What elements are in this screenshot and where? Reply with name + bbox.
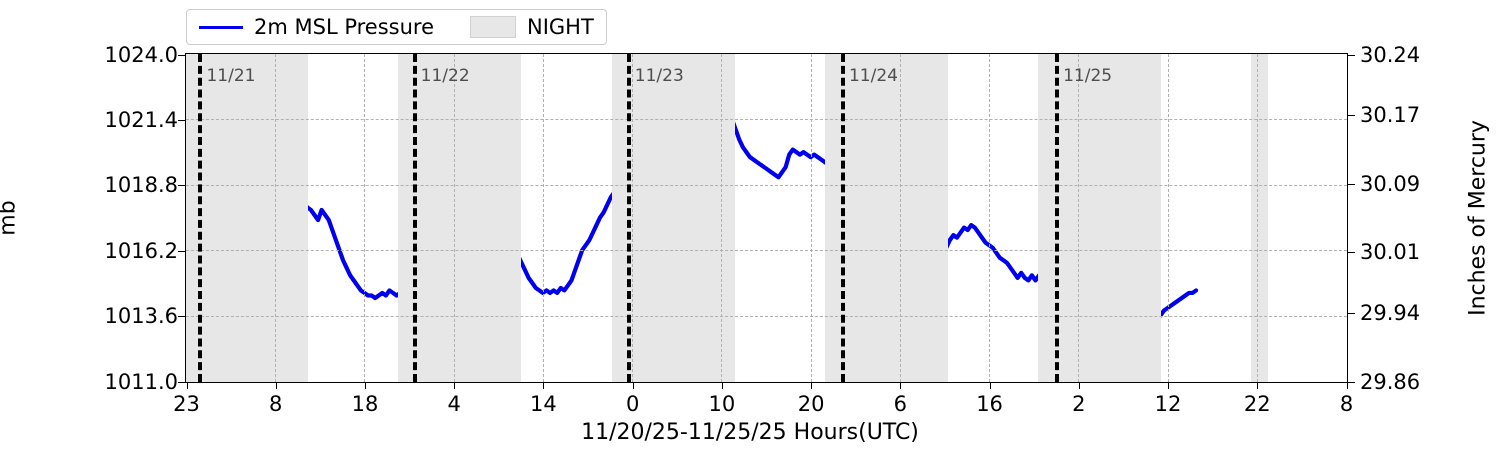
x-axis-label: 11/20/25-11/25/25 Hours(UTC) xyxy=(581,420,919,445)
day-boundary-line xyxy=(198,54,203,382)
day-boundary-label: 11/22 xyxy=(420,66,470,86)
plot-area: 11/21 11/22 11/23 11/24 11/25 xyxy=(185,53,1348,383)
y-axis-tick-label-right: 30.17 xyxy=(1360,102,1421,127)
gridline-vertical xyxy=(1078,54,1080,382)
y-axis-tick-left xyxy=(178,381,185,383)
day-boundary-label: 11/25 xyxy=(1063,66,1113,86)
y-axis-tick-label-right: 30.24 xyxy=(1360,42,1421,67)
x-axis-tick-label: 12 xyxy=(1154,392,1182,416)
x-axis-tick xyxy=(1078,383,1080,389)
gridline-vertical xyxy=(632,54,634,382)
gridline-horizontal xyxy=(186,315,1347,317)
day-boundary-label: 11/24 xyxy=(848,66,898,86)
y-axis-tick-label-left: 1024.0 xyxy=(104,42,178,67)
x-axis-tick-label: 20 xyxy=(797,392,825,416)
y-axis-tick-label-right: 29.86 xyxy=(1360,369,1421,394)
day-boundary-line xyxy=(1055,54,1060,382)
legend-item-pressure: 2m MSL Pressure xyxy=(199,15,434,39)
y-axis-tick-right xyxy=(1348,312,1355,314)
x-axis-tick xyxy=(364,383,366,389)
x-axis-tick-label: 23 xyxy=(173,392,200,416)
night-band xyxy=(1251,54,1269,382)
y-axis-tick-label-right: 30.01 xyxy=(1360,240,1421,265)
gridline-vertical xyxy=(721,54,723,382)
day-boundary-label: 11/21 xyxy=(206,66,256,86)
band-swatch-icon xyxy=(470,16,516,38)
x-axis-tick-label: 4 xyxy=(447,392,461,416)
y-axis-tick-left xyxy=(178,185,185,187)
gridline-vertical xyxy=(810,54,812,382)
y-axis-tick-label-left: 1018.8 xyxy=(104,173,178,198)
y-axis-tick-label-right: 30.09 xyxy=(1360,171,1421,196)
night-band xyxy=(186,54,309,382)
y-axis-tick-right xyxy=(1348,252,1355,254)
x-axis-tick-label: 16 xyxy=(976,392,1003,416)
gridline-vertical xyxy=(275,54,277,382)
day-boundary-line xyxy=(626,54,631,382)
gridline-horizontal xyxy=(186,119,1347,121)
gridline-horizontal xyxy=(186,184,1347,186)
gridline-vertical xyxy=(453,54,455,382)
day-boundary-line xyxy=(412,54,417,382)
y-axis-tick-label-left: 1021.4 xyxy=(104,107,178,132)
x-axis-tick xyxy=(721,383,723,389)
x-axis-tick-label: 10 xyxy=(708,392,736,416)
y-axis-tick-label-left: 1011.0 xyxy=(104,369,178,394)
y-axis-tick-label-right: 29.94 xyxy=(1360,300,1421,325)
y-axis-tick-label-left: 1016.2 xyxy=(104,238,178,263)
legend-item-night: NIGHT xyxy=(434,15,594,39)
gridline-vertical xyxy=(364,54,366,382)
gridline-vertical xyxy=(989,54,991,382)
x-axis-tick xyxy=(900,383,902,389)
gridline-horizontal xyxy=(186,250,1347,252)
y-axis-tick-right xyxy=(1348,381,1355,383)
series-line-pressure xyxy=(186,82,1199,321)
gridline-vertical xyxy=(1167,54,1169,382)
x-axis-tick xyxy=(454,383,456,389)
y-axis-tick-left xyxy=(178,119,185,121)
gridline-vertical xyxy=(899,54,901,382)
x-axis-tick-label: 14 xyxy=(530,392,557,416)
y-axis-label-left: mb xyxy=(0,200,21,236)
legend-label-pressure: 2m MSL Pressure xyxy=(254,15,434,39)
plot-inner: 11/21 11/22 11/23 11/24 11/25 xyxy=(186,54,1347,382)
gridline-vertical xyxy=(1256,54,1258,382)
y-axis-tick-right xyxy=(1348,114,1355,116)
gridline-vertical xyxy=(542,54,544,382)
y-axis-tick-label-left: 1013.6 xyxy=(104,304,178,329)
y-axis-label-right: Inches of Mercury xyxy=(1465,120,1491,316)
x-axis-tick-label: 8 xyxy=(269,392,283,416)
day-boundary-label: 11/23 xyxy=(634,66,684,86)
day-boundary-line xyxy=(840,54,845,382)
x-axis-tick-label: 2 xyxy=(1072,392,1086,416)
line-swatch-icon xyxy=(199,25,243,29)
x-axis-tick xyxy=(1168,383,1170,389)
x-axis-tick xyxy=(1257,383,1259,389)
y-axis-tick-left xyxy=(178,250,185,252)
legend-label-night: NIGHT xyxy=(527,15,594,39)
x-axis-tick xyxy=(1346,383,1348,389)
night-band xyxy=(398,54,522,382)
x-axis-tick-label: 0 xyxy=(625,392,640,416)
y-axis-tick-left xyxy=(178,316,185,318)
y-axis-tick-right xyxy=(1348,183,1355,185)
x-axis-tick-label: 8 xyxy=(1339,392,1354,416)
chart-legend: 2m MSL Pressure NIGHT xyxy=(186,9,607,45)
x-axis-tick xyxy=(543,383,545,389)
x-axis-tick-label: 6 xyxy=(893,392,908,416)
night-band xyxy=(824,54,949,382)
x-axis-tick-label: 22 xyxy=(1243,392,1271,416)
y-axis-tick-left xyxy=(178,54,185,56)
x-axis-tick xyxy=(632,383,634,389)
x-axis-tick xyxy=(811,383,813,389)
x-axis-tick-label: 18 xyxy=(351,392,379,416)
y-axis-tick-right xyxy=(1348,54,1355,56)
x-axis-tick xyxy=(989,383,991,389)
x-axis-tick xyxy=(275,383,277,389)
x-axis-tick xyxy=(186,383,188,389)
